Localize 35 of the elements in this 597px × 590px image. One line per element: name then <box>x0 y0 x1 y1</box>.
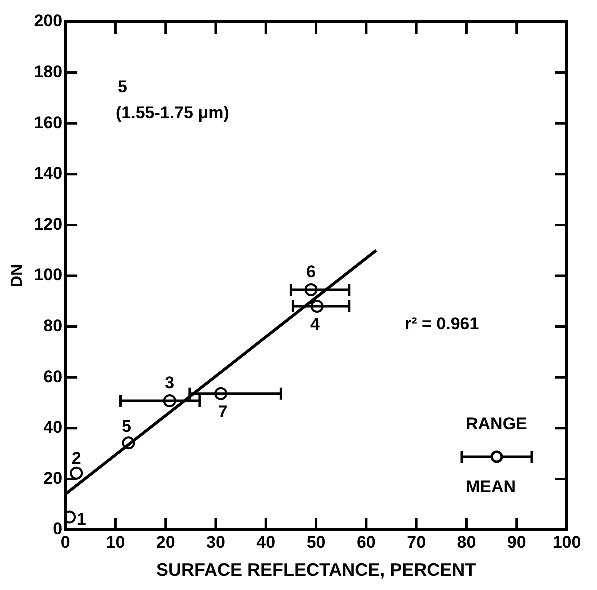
y-tick-label: 20 <box>44 468 63 488</box>
y-tick-label: 180 <box>34 62 63 82</box>
annotation: 6 <box>306 262 316 282</box>
x-tick-label: 70 <box>407 532 426 552</box>
y-tick-label: 60 <box>44 367 63 386</box>
y-tick-label: 160 <box>34 113 63 132</box>
x-tick-label: 100 <box>552 532 582 552</box>
y-axis-title: DN <box>9 264 26 288</box>
y-tick-label: 0 <box>53 520 63 539</box>
x-tick-label: 40 <box>256 532 276 552</box>
y-tick-label: 120 <box>34 214 63 234</box>
y-tick-label: 80 <box>44 316 63 336</box>
annotation: 4 <box>310 315 321 334</box>
annotation: r² = 0.961 <box>405 314 480 334</box>
annotation: 7 <box>218 402 228 422</box>
annotation: (1.55-1.75 μm) <box>116 104 230 123</box>
x-tick-label: 90 <box>507 532 526 552</box>
annotation: 5 <box>118 78 128 97</box>
x-tick-label: 10 <box>106 532 126 552</box>
y-tick-label: 40 <box>44 418 63 438</box>
annotation: 1 <box>76 510 86 529</box>
y-tick-label: 200 <box>34 12 63 31</box>
y-tick-label: 100 <box>34 266 63 285</box>
x-axis-title: SURFACE REFLECTANCE, PERCENT <box>156 560 476 580</box>
annotation: 3 <box>165 374 175 393</box>
x-tick-label: 80 <box>457 532 476 552</box>
x-tick-label: 50 <box>306 532 326 552</box>
x-tick-label: 60 <box>356 532 376 552</box>
y-tick-label: 140 <box>34 164 63 184</box>
annotation: 2 <box>72 449 82 468</box>
annotation: RANGE <box>466 414 528 434</box>
x-tick-label: 20 <box>156 532 176 552</box>
annotation: MEAN <box>466 478 516 497</box>
x-tick-label: 30 <box>206 532 226 552</box>
annotation: 5 <box>122 416 132 436</box>
